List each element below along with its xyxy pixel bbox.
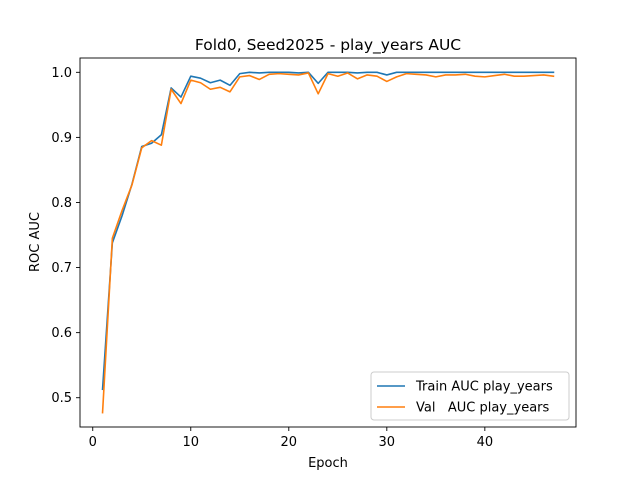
x-tick-label: 0 [89, 435, 97, 450]
y-tick-label: 0.5 [51, 391, 72, 406]
x-tick-label: 40 [477, 435, 494, 450]
x-axis: 0 10 20 30 40 [89, 427, 494, 450]
legend-label-train: Train AUC play_years [415, 380, 553, 395]
series-line-val [101, 72, 555, 414]
legend-label-val: Val AUC play_years [416, 401, 550, 416]
y-tick-label: 0.7 [51, 261, 72, 276]
legend: Train AUC play_years Val AUC play_years [370, 371, 570, 421]
y-tick-label: 0.9 [51, 131, 72, 146]
chart-title: Fold0, Seed2025 - play_years AUC [195, 36, 461, 55]
x-tick-label: 30 [379, 435, 396, 450]
plot-area [101, 71, 555, 414]
x-tick-label: 10 [182, 435, 199, 450]
series-line-train [101, 71, 555, 391]
legend-box [370, 371, 570, 421]
y-axis-label: ROC AUC [28, 212, 43, 272]
x-axis-label: Epoch [308, 456, 348, 471]
x-tick-label: 20 [281, 435, 298, 450]
y-axis: 0.5 0.6 0.7 0.8 0.9 1.0 [51, 66, 80, 406]
y-tick-label: 0.6 [51, 326, 72, 341]
y-tick-label: 0.8 [51, 196, 72, 211]
y-tick-label: 1.0 [51, 66, 72, 81]
plot-frame [79, 57, 577, 428]
